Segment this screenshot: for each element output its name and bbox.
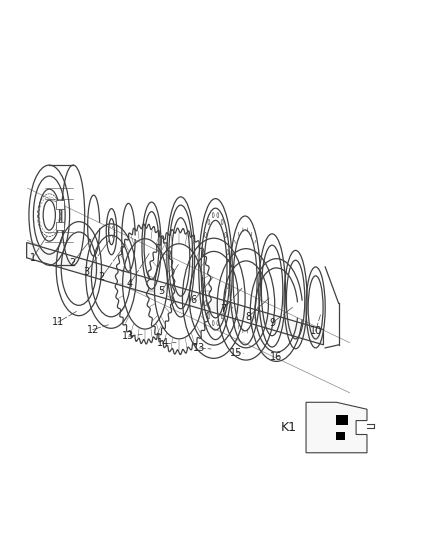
Text: 2: 2 bbox=[99, 272, 105, 282]
Text: 8: 8 bbox=[246, 312, 252, 321]
Text: 5: 5 bbox=[159, 286, 165, 296]
FancyBboxPatch shape bbox=[56, 200, 64, 208]
Text: 11: 11 bbox=[52, 317, 64, 327]
Text: 1: 1 bbox=[30, 253, 36, 263]
Text: 10: 10 bbox=[310, 326, 322, 336]
Text: 3: 3 bbox=[84, 266, 90, 277]
Text: 4: 4 bbox=[127, 279, 133, 289]
Polygon shape bbox=[306, 402, 367, 453]
Bar bbox=[336, 432, 345, 440]
Text: 9: 9 bbox=[269, 318, 275, 328]
Text: 13: 13 bbox=[193, 343, 205, 353]
Text: 15: 15 bbox=[230, 348, 243, 358]
Text: 16: 16 bbox=[270, 352, 283, 362]
Text: 13: 13 bbox=[122, 331, 134, 341]
Text: 14: 14 bbox=[157, 338, 170, 348]
Bar bbox=[336, 415, 348, 425]
Text: K1: K1 bbox=[281, 421, 297, 434]
Text: 2: 2 bbox=[69, 258, 75, 268]
FancyBboxPatch shape bbox=[56, 222, 64, 230]
Polygon shape bbox=[27, 243, 323, 345]
Text: 7: 7 bbox=[220, 304, 226, 314]
Text: 6: 6 bbox=[191, 295, 197, 305]
Text: 12: 12 bbox=[87, 325, 99, 335]
